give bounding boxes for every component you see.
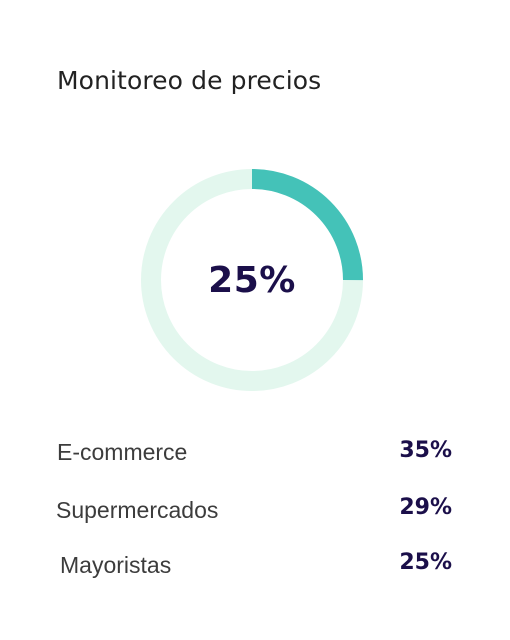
donut-svg [141,169,363,391]
breakdown-value: 29% [399,495,452,520]
breakdown-row-mayoristas: Mayoristas 25% [0,549,510,589]
breakdown-label: Mayoristas [60,552,172,578]
breakdown-row-ecommerce: E-commerce 35% [0,436,510,476]
breakdown-label: E-commerce [57,439,188,465]
donut-center-value: 25% [208,259,296,301]
breakdown-value: 35% [399,438,452,463]
breakdown-row-supermercados: Supermercados 29% [0,493,510,533]
donut-fill-arc [141,169,363,391]
breakdown-value: 25% [399,550,452,575]
breakdown-label: Supermercados [56,497,219,523]
card-title: Monitoreo de precios [57,66,322,95]
progress-donut: 25% [140,168,364,392]
